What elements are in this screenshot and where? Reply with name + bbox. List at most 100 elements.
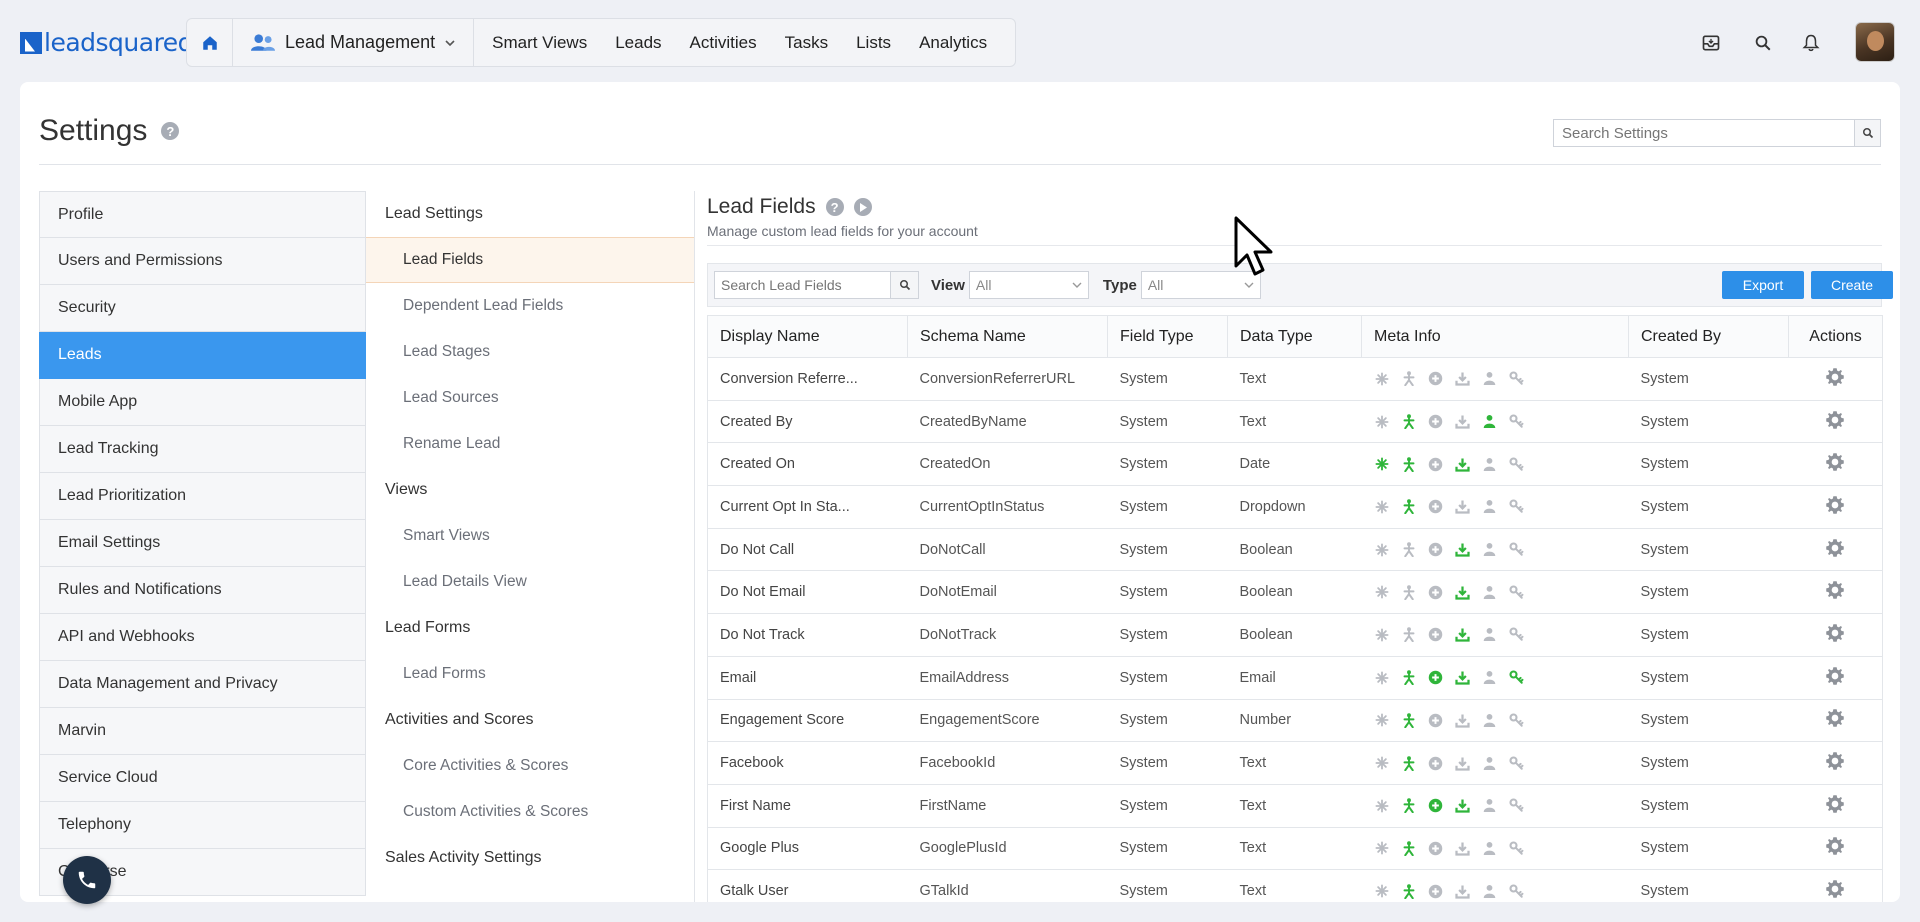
cell-display-name[interactable]: Conversion Referre...	[707, 357, 908, 401]
submenu-item-rename-lead[interactable]: Rename Lead	[403, 435, 501, 452]
nav-item-smart-views[interactable]: Smart Views	[492, 32, 588, 52]
cell-display-name[interactable]: Google Plus	[707, 827, 908, 871]
table-row[interactable]: Facebook FacebookId System Text System	[707, 741, 1883, 785]
inbox-icon[interactable]	[1700, 32, 1722, 54]
nav-item-activities[interactable]: Activities	[689, 32, 757, 52]
menu-item-service-cloud[interactable]: Service Cloud	[39, 755, 366, 802]
plus-circle-icon	[1428, 584, 1444, 600]
nav-item-tasks[interactable]: Tasks	[784, 32, 829, 52]
menu-item-telephony[interactable]: Telephony	[39, 802, 366, 849]
submenu-item-lead-sources[interactable]: Lead Sources	[403, 389, 499, 406]
cell-display-name[interactable]: Created By	[707, 400, 908, 444]
cell-created-by: System	[1628, 357, 1789, 401]
menu-item-rules-and-notifications[interactable]: Rules and Notifications	[39, 567, 366, 614]
table-row[interactable]: Conversion Referre... ConversionReferrerU…	[707, 357, 1883, 401]
menu-item-lead-prioritization[interactable]: Lead Prioritization	[39, 473, 366, 520]
menu-item-data-management-and-privacy[interactable]: Data Management and Privacy	[39, 661, 366, 708]
cell-display-name[interactable]: Do Not Call	[707, 528, 908, 572]
menu-item-users-and-permissions[interactable]: Users and Permissions	[39, 238, 366, 285]
table-row[interactable]: Created On CreatedOn System Date System	[707, 442, 1883, 487]
gear-icon[interactable]	[1825, 624, 1845, 647]
table-row[interactable]: Gtalk User GTalkId System Text System	[707, 869, 1883, 902]
gear-icon[interactable]	[1825, 752, 1845, 775]
gear-icon[interactable]	[1825, 794, 1845, 818]
table-row[interactable]: Google Plus GooglePlusId System Text System	[707, 827, 1883, 871]
nav-item-leads[interactable]: Leads	[615, 32, 662, 52]
submenu-item-lead-stages[interactable]: Lead Stages	[403, 343, 491, 360]
cell-display-name[interactable]: Email	[707, 656, 908, 700]
gear-icon[interactable]	[1825, 880, 1845, 902]
help-icon[interactable]: ?	[161, 122, 180, 140]
view-filter-select[interactable]: All	[968, 271, 1089, 299]
table-row[interactable]: Current Opt In Sta... CurrentOptInStatus S…	[707, 485, 1883, 529]
help-icon[interactable]: ?	[825, 198, 844, 216]
gear-icon[interactable]	[1825, 368, 1845, 391]
table-row[interactable]: Created By CreatedByName System Text System	[707, 400, 1883, 444]
table-row[interactable]: Do Not Call DoNotCall System Boolean System	[707, 528, 1883, 572]
gear-icon[interactable]	[1825, 581, 1845, 604]
submenu-item-smart-views[interactable]: Smart Views	[403, 527, 490, 544]
gear-icon[interactable]	[1825, 666, 1845, 690]
gear-icon[interactable]	[1825, 453, 1845, 476]
user-avatar[interactable]	[1855, 22, 1895, 62]
table-row[interactable]: Do Not Email DoNotEmail System Boolean Syste…	[707, 570, 1883, 615]
play-video-icon[interactable]	[853, 198, 872, 216]
table-row[interactable]: First Name FirstName System Text System	[707, 784, 1883, 828]
module-switcher[interactable]: Lead Management	[233, 19, 475, 66]
lead-fields-search-button[interactable]	[890, 272, 918, 298]
column-header-actions[interactable]: Actions	[1788, 315, 1883, 358]
column-header-display-name[interactable]: Display Name	[707, 315, 908, 358]
nav-item-analytics[interactable]: Analytics	[919, 32, 988, 52]
cell-display-name[interactable]: Do Not Track	[707, 613, 908, 657]
menu-item-api-and-webhooks[interactable]: API and Webhooks	[39, 614, 366, 661]
main-navigation: Lead Management Smart Views Leads Activiti…	[186, 18, 1016, 67]
settings-search-button[interactable]	[1854, 120, 1880, 146]
column-header-meta-info[interactable]: Meta Info	[1361, 315, 1629, 358]
column-header-data-type[interactable]: Data Type	[1227, 315, 1362, 358]
export-button[interactable]: Export	[1722, 271, 1804, 299]
leadsquared-logo[interactable]: leadsquared	[20, 28, 194, 57]
menu-item-email-settings[interactable]: Email Settings	[39, 520, 366, 567]
submenu-item-dependent-lead-fields[interactable]: Dependent Lead Fields	[403, 297, 564, 314]
cell-display-name[interactable]: Created On	[707, 442, 908, 487]
menu-item-leads[interactable]: Leads	[39, 332, 366, 379]
table-row[interactable]: Engagement Score EngagementScore System Num…	[707, 699, 1883, 743]
column-header-schema-name[interactable]: Schema Name	[907, 315, 1108, 358]
type-filter-select[interactable]: All	[1140, 271, 1261, 299]
menu-item-security[interactable]: Security	[39, 285, 366, 332]
submenu-item-lead-fields[interactable]: Lead Fields	[366, 237, 694, 283]
cell-display-name[interactable]: Engagement Score	[707, 699, 908, 743]
cell-display-name[interactable]: Current Opt In Sta...	[707, 485, 908, 529]
menu-item-profile[interactable]: Profile	[39, 191, 366, 238]
search-icon[interactable]	[1752, 32, 1774, 54]
phone-call-button[interactable]	[63, 856, 111, 904]
submenu-item-core-activities-scores[interactable]: Core Activities & Scores	[403, 757, 569, 774]
table-row[interactable]: Do Not Track DoNotTrack System Boolean Syste…	[707, 613, 1883, 657]
cell-display-name[interactable]: First Name	[707, 784, 908, 828]
lead-fields-search-input[interactable]	[715, 272, 890, 298]
column-header-created-by[interactable]: Created By	[1628, 315, 1789, 358]
menu-item-lead-tracking[interactable]: Lead Tracking	[39, 426, 366, 473]
menu-item-marvin[interactable]: Marvin	[39, 708, 366, 755]
gear-icon[interactable]	[1825, 837, 1845, 860]
submenu-item-lead-forms[interactable]: Lead Forms	[403, 665, 486, 682]
table-row[interactable]: Email EmailAddress System Email System	[707, 656, 1883, 700]
submenu-item-custom-activities-scores[interactable]: Custom Activities & Scores	[403, 803, 589, 820]
nav-item-lists[interactable]: Lists	[856, 32, 892, 52]
cell-display-name[interactable]: Facebook	[707, 741, 908, 785]
gear-icon[interactable]	[1825, 538, 1845, 562]
create-button[interactable]: Create	[1811, 271, 1893, 299]
gear-icon[interactable]	[1825, 709, 1845, 732]
column-header-field-type[interactable]: Field Type	[1107, 315, 1228, 358]
settings-search-input[interactable]	[1554, 120, 1854, 146]
mandatory-icon	[1374, 798, 1390, 814]
home-button[interactable]	[187, 19, 233, 66]
submenu-item-lead-details-view[interactable]: Lead Details View	[403, 573, 527, 590]
menu-item-mobile-app[interactable]: Mobile App	[39, 379, 366, 426]
cell-display-name[interactable]: Do Not Email	[707, 570, 908, 615]
notification-bell-icon[interactable]	[1800, 32, 1822, 54]
download-icon	[1455, 712, 1471, 728]
gear-icon[interactable]	[1825, 410, 1845, 434]
gear-icon[interactable]	[1825, 496, 1845, 519]
cell-display-name[interactable]: Gtalk User	[707, 869, 908, 902]
